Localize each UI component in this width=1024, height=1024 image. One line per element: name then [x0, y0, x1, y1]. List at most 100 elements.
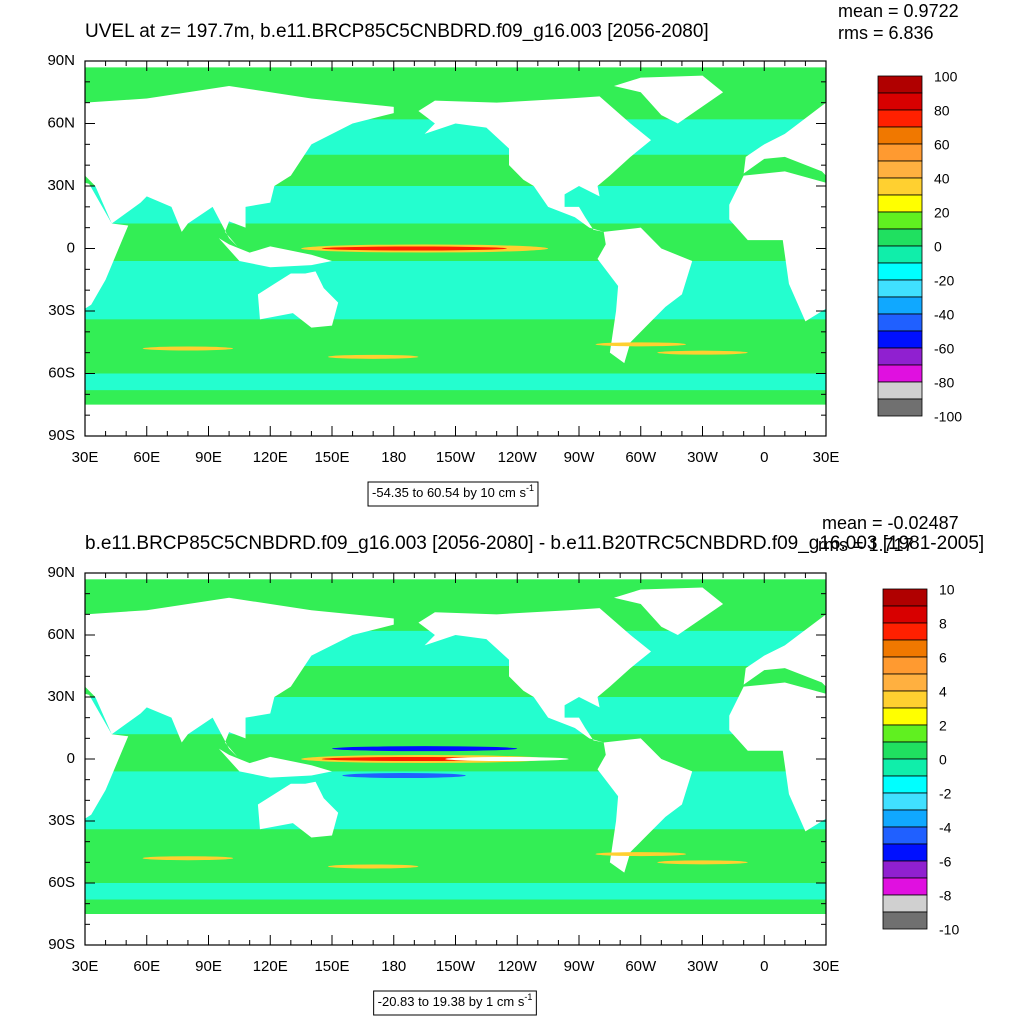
lon-label: 90W [564, 958, 596, 975]
land [85, 182, 129, 309]
colorbar-label: 0 [934, 239, 942, 255]
colorbar-box [882, 809, 928, 828]
colorbar-box [877, 75, 923, 94]
lat-label: 60N [47, 114, 75, 131]
land [418, 608, 652, 743]
lon-label: 60W [625, 958, 657, 975]
lon-label: 90W [564, 449, 596, 466]
colorbar-box [877, 279, 923, 298]
colorbar-label: 6 [939, 650, 947, 666]
lon-label: 180 [381, 958, 406, 975]
land [218, 748, 332, 778]
colorbar-box [877, 381, 923, 400]
lat-label: 0 [67, 239, 75, 256]
lon-label: 120E [253, 449, 288, 466]
jet-white [445, 757, 569, 761]
title: UVEL at z= 197.7m, b.e11.BRCP85C5CNBDRD.… [85, 21, 709, 42]
colorbar-label: -20 [934, 273, 954, 289]
colorbar-box [882, 894, 928, 913]
colorbar-box [877, 160, 923, 179]
colorbar-label: 4 [939, 684, 947, 700]
colorbar-box [877, 296, 923, 315]
map-panel: 90N 60N 30N 0 30S 60S 90S 30E 60E 90E 120E 150E 180 1… [0, 1, 962, 507]
lat-label: 0 [67, 750, 75, 767]
colorbar-box [882, 656, 928, 675]
colorbar-label: 0 [939, 752, 947, 768]
lon-label: 30E [72, 449, 99, 466]
colorbar-label: -4 [939, 820, 952, 836]
colorbar-box [877, 194, 923, 213]
land [613, 75, 724, 124]
colorbar-box [877, 228, 923, 247]
land [85, 693, 129, 819]
colorbar-label: 8 [939, 616, 947, 632]
map-field [0, 61, 826, 436]
colorbar-box [882, 843, 928, 862]
lon-label: 30E [813, 958, 840, 975]
southern-streak [327, 864, 419, 869]
lat-label: 30N [47, 177, 75, 194]
lat-label: 60S [48, 874, 75, 891]
land [960, 749, 1024, 778]
land [218, 238, 332, 268]
contour-info: -20.83 to 19.38 by 1 cm s-1 [378, 992, 533, 1009]
contour-info-box [373, 990, 537, 1016]
mean: mean = -0.02487 [822, 513, 959, 533]
rms: rms = 6.836 [838, 23, 934, 43]
land [597, 738, 693, 873]
ocean-band [85, 883, 826, 900]
ocean-band [85, 373, 826, 391]
lat-label: 60N [47, 626, 75, 643]
colorbar-box [877, 364, 923, 383]
colorbar-box [877, 262, 923, 281]
colorbar-box [882, 690, 928, 709]
lat-label: 90S [48, 427, 75, 444]
colorbar-box [877, 313, 923, 332]
land [85, 86, 394, 247]
land [418, 96, 652, 232]
lon-label: 150W [436, 958, 476, 975]
lat-label: 90N [47, 564, 75, 581]
colorbar-label: 40 [934, 171, 950, 187]
colorbar-box [877, 143, 923, 162]
colorbar-label: -2 [939, 786, 952, 802]
lon-label: 150W [436, 449, 476, 466]
colorbar-box [877, 92, 923, 111]
contour-info-text: -54.35 to 60.54 by 10 cm s [372, 485, 526, 500]
rms: rms = 1.717 [818, 535, 914, 555]
lon-label: 60E [133, 958, 160, 975]
colorbar-box [882, 775, 928, 794]
lon-label: 90E [195, 449, 222, 466]
lon-label: 120W [498, 958, 538, 975]
equatorial-jet [321, 246, 507, 251]
title: b.e11.BRCP85C5CNBDRD.f09_g16.003 [2056-2… [85, 533, 984, 554]
land [743, 102, 826, 176]
lon-label: 0 [760, 449, 768, 466]
land [257, 781, 339, 838]
lat-label: 30S [48, 812, 75, 829]
colorbar-label: -6 [939, 854, 952, 870]
colorbar-label: -8 [939, 888, 952, 904]
colorbar-label: 20 [934, 205, 950, 221]
lon-label: 180 [381, 449, 406, 466]
contour-info-box [367, 481, 539, 507]
lon-label: 60E [133, 449, 160, 466]
lat-label: 30S [48, 302, 75, 319]
lat-label: 30N [47, 688, 75, 705]
colorbar-box [882, 622, 928, 641]
lon-label: 30W [687, 958, 719, 975]
lon-label: 30W [687, 449, 719, 466]
colorbar-label: 10 [939, 582, 955, 598]
ocean-band [0, 124, 44, 320]
lon-label: 150E [314, 449, 349, 466]
map-field [85, 573, 1024, 945]
colorbar-label: 100 [934, 69, 958, 85]
colorbar-box [882, 877, 928, 896]
jet-neg [332, 746, 518, 752]
land [729, 682, 826, 832]
southern-streak [595, 342, 687, 347]
southern-streak [142, 856, 234, 861]
land [729, 171, 826, 322]
ocean-band [85, 261, 826, 320]
contour-info-exp: -1 [524, 992, 532, 1002]
